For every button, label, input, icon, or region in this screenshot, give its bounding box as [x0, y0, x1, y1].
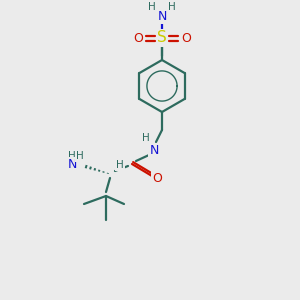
Text: H: H [168, 2, 176, 12]
Text: H: H [76, 151, 84, 161]
Text: O: O [133, 32, 143, 44]
Text: N: N [67, 158, 77, 170]
Text: H: H [68, 151, 76, 161]
Text: H: H [148, 2, 156, 12]
Text: H: H [116, 160, 124, 170]
Text: H: H [142, 133, 150, 143]
Text: O: O [152, 172, 162, 184]
Text: O: O [181, 32, 191, 44]
Text: N: N [157, 10, 167, 22]
Text: S: S [157, 31, 167, 46]
Text: N: N [149, 143, 159, 157]
